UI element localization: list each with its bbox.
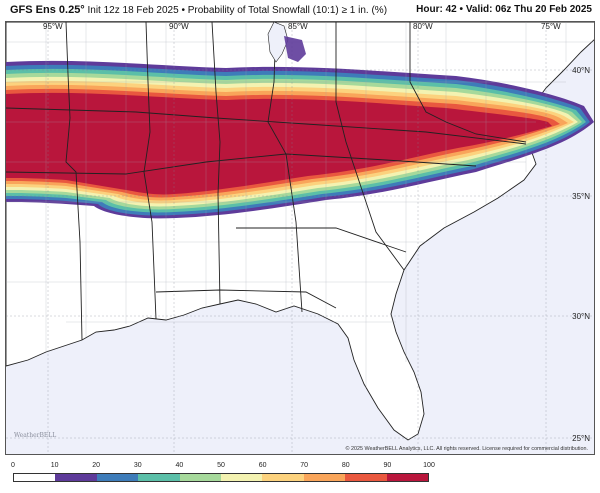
colorbar-tick: 30: [133, 462, 142, 469]
lat-label-30n: 30°N: [572, 312, 590, 321]
valid-label: Valid:: [465, 4, 493, 15]
colorbar-swatch: [96, 474, 139, 481]
snowfall-probability-map: 95°W 90°W 85°W 80°W 75°W 40°N 35°N 30°N …: [5, 21, 595, 455]
lake-michigan-snow: [284, 36, 306, 62]
lon-label-85w: 85°W: [288, 22, 308, 31]
forecast-hour: 42: [445, 4, 457, 15]
colorbar-tick: 40: [175, 462, 184, 469]
lat-label-35n: 35°N: [572, 192, 590, 201]
lat-label-25n: 25°N: [572, 434, 590, 443]
title-right: Hour: 42 • Valid: 06z Thu 20 Feb 2025: [416, 4, 592, 15]
lat-label-40n: 40°N: [572, 66, 590, 75]
colorbar-swatch: [138, 474, 180, 481]
colorbar-swatch: [14, 474, 56, 481]
copyright-notice: © 2025 WeatherBELL Analytics, LLC. All r…: [345, 446, 588, 452]
lake-michigan: [267, 22, 289, 63]
colorbar-tick: 10: [50, 462, 59, 469]
lon-label-95w: 95°W: [43, 22, 63, 31]
state-borders: [6, 22, 527, 341]
colorbar-swatch: [179, 474, 222, 481]
init-time: Init 12z 18 Feb 2025: [87, 5, 179, 16]
graticule: [6, 22, 594, 454]
colorbar-swatch: [386, 474, 429, 481]
title-left: GFS Ens 0.25° Init 12z 18 Feb 2025 • Pro…: [10, 4, 388, 16]
colorbar-swatch: [221, 474, 263, 481]
map-canvas: [6, 22, 594, 454]
colorbar-tick: 90: [383, 462, 392, 469]
watermark-logo: WeatherBELL: [14, 432, 57, 439]
lon-label-80w: 80°W: [413, 22, 433, 31]
model-name: GFS Ens 0.25°: [10, 4, 85, 16]
colorbar-tick: 80: [341, 462, 350, 469]
colorbar-swatch: [303, 474, 346, 481]
colorbar-tick: 0: [11, 462, 15, 469]
colorbar-tick: 100: [423, 462, 435, 469]
colorbar-swatch: [55, 474, 97, 481]
valid-time: 06z Thu 20 Feb 2025: [495, 4, 592, 15]
hour-label: Hour:: [416, 4, 443, 15]
prob-band-90: [6, 92, 552, 195]
lon-label-75w: 75°W: [541, 22, 561, 31]
colorbar-ticks: 0 10 20 30 40 50 60 70 80 90 100: [11, 462, 435, 472]
lon-label-90w: 90°W: [169, 22, 189, 31]
colorbar-tick: 70: [300, 462, 309, 469]
colorbar-tick: 60: [258, 462, 267, 469]
colorbar-tick: 50: [217, 462, 225, 469]
colorbar-swatch: [262, 474, 304, 481]
colorbar-tick: 20: [92, 462, 101, 469]
product-name: Probability of Total Snowfall (10:1) ≥ 1…: [187, 5, 388, 16]
colorbar: [13, 473, 429, 482]
header-bar: GFS Ens 0.25° Init 12z 18 Feb 2025 • Pro…: [0, 0, 600, 22]
colorbar-swatch: [345, 474, 387, 481]
